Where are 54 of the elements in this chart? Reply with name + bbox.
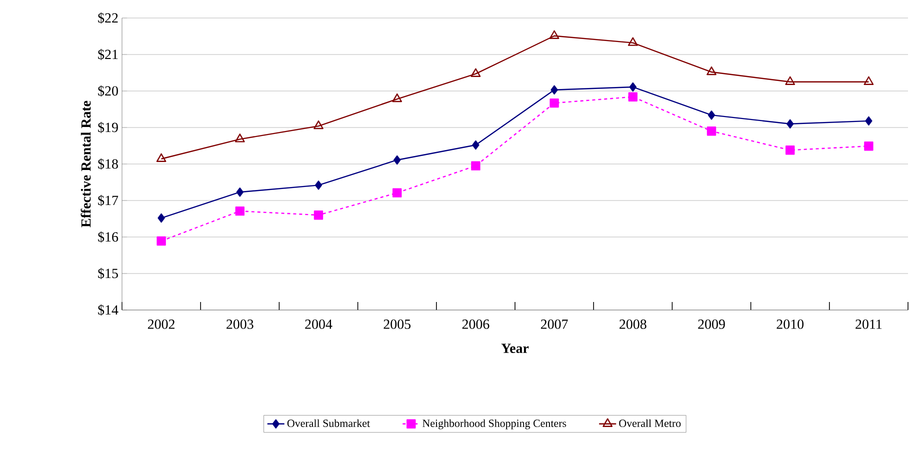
legend-label: Overall Metro [619, 419, 681, 428]
point [706, 66, 716, 76]
y-tick-label: $19 [98, 122, 118, 134]
point [550, 98, 559, 108]
y-tick-label: $20 [98, 85, 118, 97]
y-tick-label: $17 [98, 194, 118, 206]
point [156, 236, 166, 246]
point [158, 213, 165, 223]
point [786, 119, 794, 128]
point [786, 146, 795, 155]
x-tick-label: 2005 [384, 320, 411, 329]
point [472, 140, 480, 150]
point [234, 134, 245, 142]
point [628, 37, 638, 46]
y-tick-label: $16 [98, 231, 118, 243]
x-tick-label: 2004 [305, 320, 332, 329]
point [471, 161, 480, 170]
point [864, 142, 874, 151]
point [314, 210, 324, 220]
point [235, 206, 244, 216]
point [314, 120, 324, 130]
point [706, 126, 716, 136]
point [392, 188, 402, 198]
y-tick-label: $18 [98, 158, 118, 170]
legend-label: Neighborhood Shopping Centers [422, 419, 566, 430]
point [236, 188, 244, 197]
point [314, 180, 322, 190]
point [394, 155, 401, 165]
x-tick-label: 2007 [540, 320, 568, 329]
y-axis-title: Effective Rental Rate [80, 100, 91, 228]
point [628, 92, 638, 102]
point [470, 68, 481, 77]
y-tick-label: $22 [98, 12, 118, 24]
point [629, 82, 636, 92]
x-tick-label: 2010 [776, 320, 804, 329]
point [864, 76, 874, 85]
point [156, 153, 166, 162]
x-tick-label: 2009 [698, 320, 725, 329]
point [865, 116, 872, 126]
x-tick-label: 2011 [856, 320, 882, 329]
x-tick-label: 2003 [226, 320, 254, 329]
y-tick-label: $14 [98, 304, 118, 316]
point [785, 76, 796, 85]
point [392, 93, 402, 102]
point [549, 30, 560, 39]
x-tick-label: 2002 [148, 320, 174, 329]
x-tick-label: 2006 [462, 320, 490, 329]
legend-label: Overall Submarket [287, 419, 370, 428]
y-tick-label: $15 [98, 268, 118, 280]
point [550, 85, 558, 95]
point [708, 110, 716, 120]
y-tick-label: $21 [98, 48, 118, 60]
x-tick-label: 2008 [620, 320, 646, 329]
x-axis-title: Year [501, 344, 529, 354]
